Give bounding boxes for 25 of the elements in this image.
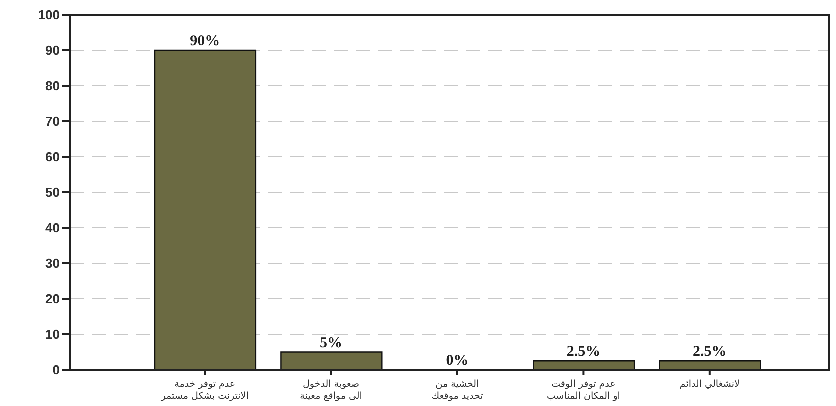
x-tick-label: صعوبة الدخول الى مواقع معينة: [300, 379, 362, 402]
data-label: 2.5%: [693, 344, 727, 360]
x-tick-label: عدم توفر خدمة الانترنت بشكل مستمر: [160, 379, 249, 402]
bar: [154, 50, 257, 370]
y-tick-label: 90: [46, 43, 60, 58]
y-tick-label: 20: [46, 292, 60, 307]
y-tick-label: 0: [52, 362, 60, 378]
x-tick-label: الخشية من تحديد موقعك: [432, 379, 484, 402]
bar: [280, 352, 383, 370]
x-tick-label: لانشغالي الدائم: [680, 379, 740, 390]
y-tick-label: 10: [46, 327, 60, 342]
bar: [533, 360, 636, 370]
y-tick-label: 30: [46, 256, 60, 272]
y-tick-label: 50: [46, 185, 60, 200]
data-label: 0%: [446, 353, 469, 369]
data-label: 5%: [320, 335, 343, 352]
y-tick-label: 40: [46, 220, 60, 236]
y-tick-label: 100: [38, 8, 60, 23]
data-label: 90%: [190, 34, 220, 50]
y-tick-label: 70: [46, 114, 60, 130]
x-tick-label: عدم توفر الوقت او المكان المناسب: [546, 379, 620, 402]
y-tick-label: 60: [46, 150, 60, 165]
y-tick-label: 80: [46, 78, 60, 94]
bar: [659, 360, 762, 370]
data-label: 2.5%: [566, 344, 601, 360]
